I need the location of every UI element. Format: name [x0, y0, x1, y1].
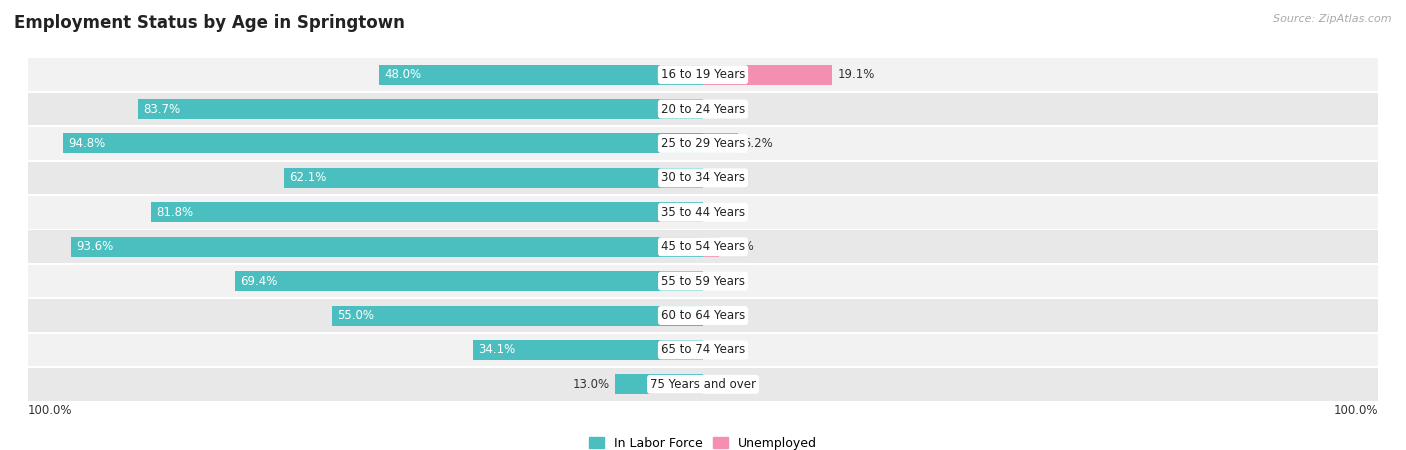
- Text: 75 Years and over: 75 Years and over: [650, 378, 756, 391]
- Bar: [284, 168, 703, 188]
- Legend: In Labor Force, Unemployed: In Labor Force, Unemployed: [583, 432, 823, 450]
- Text: 34.1%: 34.1%: [478, 343, 516, 356]
- Text: 45 to 54 Years: 45 to 54 Years: [661, 240, 745, 253]
- Bar: [150, 202, 703, 222]
- Bar: [28, 265, 1378, 297]
- Bar: [703, 134, 738, 153]
- Bar: [235, 271, 703, 291]
- Bar: [63, 134, 703, 153]
- Text: 100.0%: 100.0%: [1333, 404, 1378, 417]
- Text: 81.8%: 81.8%: [156, 206, 194, 219]
- Text: 69.4%: 69.4%: [240, 274, 277, 288]
- Text: 0.0%: 0.0%: [709, 274, 738, 288]
- Bar: [28, 299, 1378, 332]
- Text: 0.0%: 0.0%: [709, 103, 738, 116]
- Text: Employment Status by Age in Springtown: Employment Status by Age in Springtown: [14, 14, 405, 32]
- Bar: [332, 306, 703, 325]
- Bar: [28, 127, 1378, 160]
- Text: 5.2%: 5.2%: [744, 137, 773, 150]
- Text: 19.1%: 19.1%: [838, 68, 875, 81]
- Text: 0.0%: 0.0%: [709, 309, 738, 322]
- Text: 94.8%: 94.8%: [69, 137, 105, 150]
- Bar: [28, 162, 1378, 194]
- Bar: [28, 93, 1378, 126]
- Bar: [616, 374, 703, 394]
- Text: 55.0%: 55.0%: [337, 309, 374, 322]
- Text: 0.0%: 0.0%: [709, 206, 738, 219]
- Text: 20 to 24 Years: 20 to 24 Years: [661, 103, 745, 116]
- Bar: [72, 237, 703, 256]
- Text: 2.3%: 2.3%: [724, 240, 754, 253]
- Bar: [472, 340, 703, 360]
- Bar: [28, 230, 1378, 263]
- Bar: [28, 58, 1378, 91]
- Bar: [138, 99, 703, 119]
- Bar: [28, 368, 1378, 400]
- Bar: [703, 237, 718, 256]
- Text: 55 to 59 Years: 55 to 59 Years: [661, 274, 745, 288]
- Text: 0.0%: 0.0%: [709, 171, 738, 184]
- Text: 16 to 19 Years: 16 to 19 Years: [661, 68, 745, 81]
- Text: 35 to 44 Years: 35 to 44 Years: [661, 206, 745, 219]
- Text: 0.0%: 0.0%: [709, 378, 738, 391]
- Text: 48.0%: 48.0%: [384, 68, 422, 81]
- Text: 30 to 34 Years: 30 to 34 Years: [661, 171, 745, 184]
- Bar: [703, 65, 832, 85]
- Text: 83.7%: 83.7%: [143, 103, 180, 116]
- Text: 65 to 74 Years: 65 to 74 Years: [661, 343, 745, 356]
- Text: 60 to 64 Years: 60 to 64 Years: [661, 309, 745, 322]
- Text: 25 to 29 Years: 25 to 29 Years: [661, 137, 745, 150]
- Text: Source: ZipAtlas.com: Source: ZipAtlas.com: [1274, 14, 1392, 23]
- Text: 93.6%: 93.6%: [77, 240, 114, 253]
- Text: 0.0%: 0.0%: [709, 343, 738, 356]
- Text: 13.0%: 13.0%: [572, 378, 610, 391]
- Bar: [28, 196, 1378, 229]
- Text: 62.1%: 62.1%: [290, 171, 326, 184]
- Bar: [380, 65, 703, 85]
- Text: 100.0%: 100.0%: [28, 404, 73, 417]
- Bar: [28, 333, 1378, 366]
